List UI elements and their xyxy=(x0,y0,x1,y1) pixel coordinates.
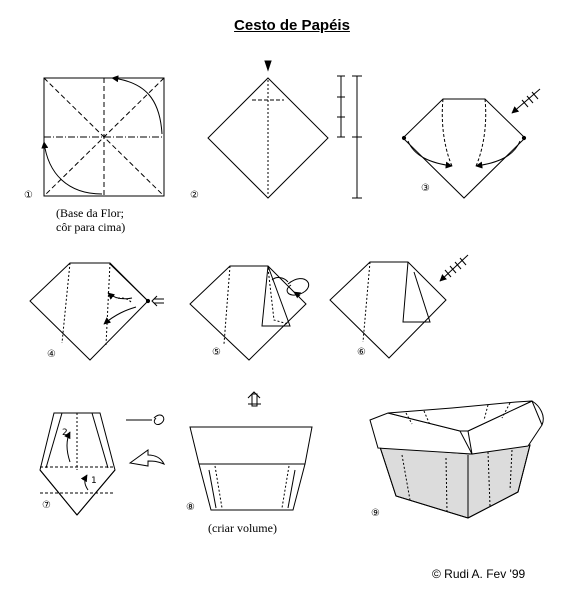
step-3-figure xyxy=(401,88,541,199)
step-3-number: ③ xyxy=(421,183,430,194)
step-6-number: ⑥ xyxy=(357,347,366,358)
step-1-caption-line-1: (Base da Flor; xyxy=(56,206,124,220)
step-1-number: ① xyxy=(24,190,33,201)
step-8-caption: (criar volume) xyxy=(208,521,277,535)
step-2-number: ② xyxy=(190,190,199,201)
step-8-number: ⑧ xyxy=(186,502,195,513)
step-1-figure xyxy=(41,75,165,197)
step-2-figure xyxy=(207,60,362,199)
step-4-number: ④ xyxy=(47,349,56,360)
step-5-number: ⑤ xyxy=(212,347,221,358)
step-7-figure xyxy=(39,412,166,516)
diagram-title: Cesto de Papéis xyxy=(234,17,350,34)
step-9-number: ⑨ xyxy=(371,508,380,519)
step-8-figure xyxy=(189,391,313,511)
step-1-caption-line-2: côr para cima) xyxy=(56,220,126,234)
step-9-figure xyxy=(369,400,544,519)
step-7-label-1: 1 xyxy=(91,476,97,486)
step-6-figure xyxy=(329,254,469,359)
step-4-figure xyxy=(29,262,164,361)
step-7-number: ⑦ xyxy=(42,500,51,511)
copyright-credit: © Rudi A. Fev '99 xyxy=(432,567,526,581)
step-7-label-2: 2 xyxy=(62,428,68,438)
step-5-figure xyxy=(189,265,310,361)
